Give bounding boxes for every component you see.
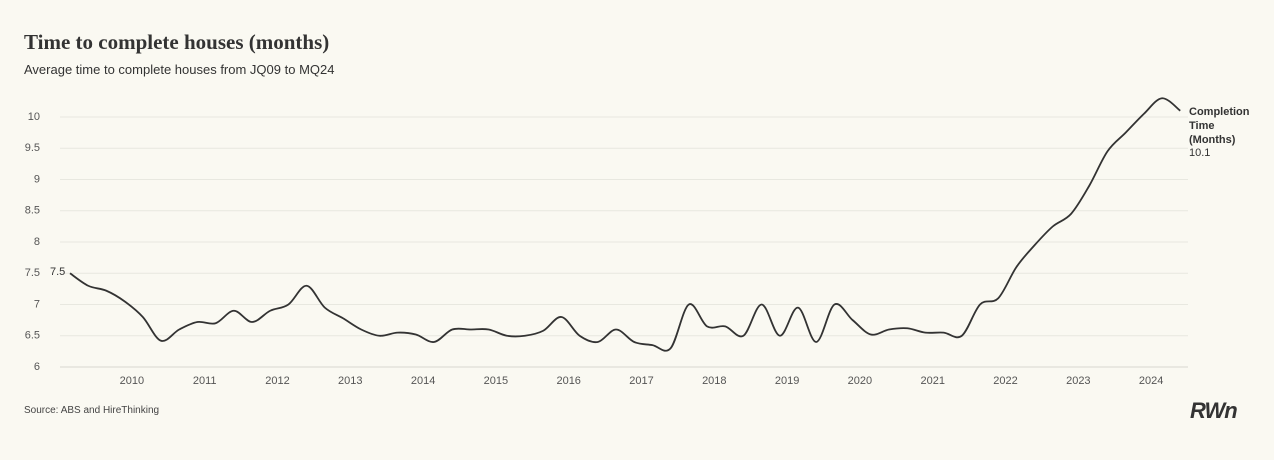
x-tick-label: 2022 <box>993 375 1017 387</box>
x-tick-label: 2012 <box>265 375 289 387</box>
y-tick-label: 9.5 <box>25 142 40 154</box>
y-tick-label: 8 <box>34 236 40 248</box>
x-tick-label: 2024 <box>1139 375 1163 387</box>
x-tick-label: 2010 <box>120 375 144 387</box>
x-tick-label: 2020 <box>848 375 872 387</box>
x-tick-label: 2018 <box>702 375 726 387</box>
x-tick-label: 2019 <box>775 375 799 387</box>
x-tick-label: 2021 <box>920 375 944 387</box>
x-tick-label: 2016 <box>556 375 580 387</box>
x-tick-label: 2015 <box>484 375 508 387</box>
x-tick-label: 2014 <box>411 375 435 387</box>
y-tick-label: 7.5 <box>25 267 40 279</box>
end-value-label: 10.1 <box>1189 147 1211 159</box>
chart-subtitle: Average time to complete houses from JQ0… <box>24 62 335 77</box>
y-tick-label: 8.5 <box>25 205 40 217</box>
y-tick-label: 6.5 <box>25 330 40 342</box>
line-series <box>69 97 1181 352</box>
y-tick-label: 6 <box>34 361 40 373</box>
chart-title: Time to complete houses (months) <box>24 30 330 54</box>
series-label: Completion Time (Months) <box>1189 106 1250 146</box>
y-tick-label: 7 <box>34 298 40 310</box>
source-note: Source: ABS and HireThinking <box>24 405 160 416</box>
start-value-label: 7.5 <box>50 266 65 278</box>
y-tick-label: 9 <box>34 173 40 185</box>
x-tick-label: 2023 <box>1066 375 1090 387</box>
x-tick-label: 2013 <box>338 375 362 387</box>
x-tick-label: 2017 <box>629 375 653 387</box>
y-tick-label: 10 <box>28 111 40 123</box>
x-tick-label: 2011 <box>193 375 217 387</box>
logo: RWn <box>1190 398 1238 423</box>
